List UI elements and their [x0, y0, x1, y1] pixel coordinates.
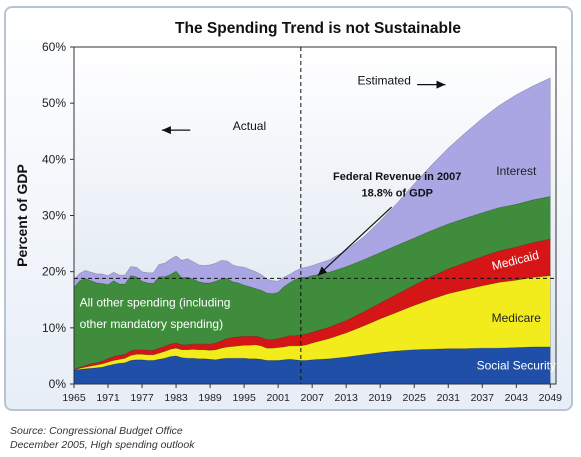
area-label: All other spending (including: [80, 295, 231, 309]
x-tick-label: 1995: [232, 392, 256, 404]
source-line-2: December 2005, High spending outlook: [10, 439, 195, 451]
chart-title: The Spending Trend is not Sustainable: [175, 20, 461, 37]
annotation-arrow: [317, 206, 392, 277]
x-tick-label: 2019: [369, 392, 393, 404]
y-tick-label: 0%: [49, 377, 67, 391]
x-tick-label: 2031: [437, 392, 461, 404]
x-tick-label: 2013: [335, 392, 359, 404]
x-tick-label: 2001: [266, 392, 290, 404]
annotation-text: Estimated: [358, 74, 411, 88]
x-tick-label: 1977: [130, 392, 154, 404]
x-tick-label: 1989: [198, 392, 222, 404]
source-note: Source: Congressional Budget Office Dece…: [10, 424, 194, 452]
x-tick-label: 2025: [403, 392, 427, 404]
x-tick-label: 2049: [539, 392, 563, 404]
area-label: Social Security: [477, 358, 556, 372]
x-tick-label: 2007: [300, 392, 324, 404]
x-tick-label: 1983: [164, 392, 188, 404]
source-line-1: Source: Congressional Budget Office: [10, 425, 183, 437]
annotation-text: Actual: [233, 119, 266, 133]
area-label: Medicare: [492, 311, 542, 325]
area-label: Interest: [496, 164, 537, 178]
x-tick-label: 2037: [471, 392, 495, 404]
y-tick-label: 60%: [42, 40, 66, 54]
series-area-4: [73, 77, 551, 294]
y-tick-label: 10%: [42, 321, 66, 335]
y-axis-label: Percent of GDP: [14, 164, 30, 267]
area-label: other mandatory spending): [80, 317, 223, 331]
y-tick-label: 40%: [42, 152, 66, 166]
y-tick-label: 30%: [42, 209, 66, 223]
annotation-text: 18.8% of GDP: [361, 187, 433, 199]
y-tick-label: 50%: [42, 96, 66, 110]
x-tick-label: 1965: [62, 392, 86, 404]
x-tick-label: 1971: [96, 392, 120, 404]
x-tick-label: 2043: [505, 392, 529, 404]
annotation-text: Federal Revenue in 2007: [333, 171, 461, 183]
y-tick-label: 20%: [42, 265, 66, 279]
